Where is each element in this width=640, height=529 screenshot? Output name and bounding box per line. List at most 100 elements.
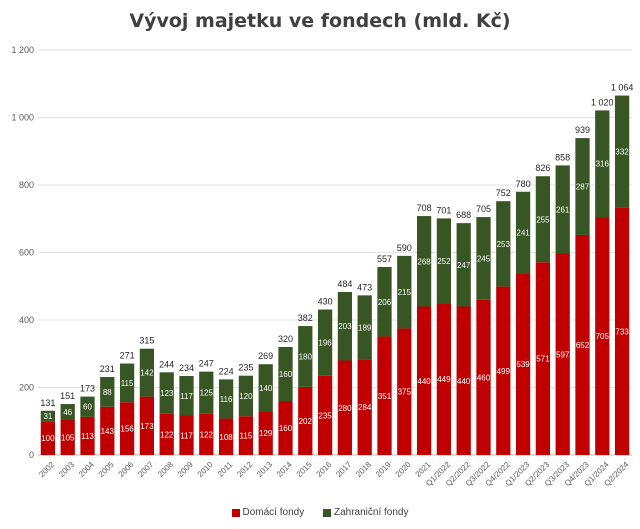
bar-domestic [614,207,630,455]
data-label-total: 557 [377,254,392,264]
data-label-domestic: 105 [61,433,75,442]
data-label-domestic: 571 [536,355,550,364]
x-tick-label: 2004 [77,460,96,479]
data-label-foreign: 255 [536,215,550,224]
data-label-total: 1 020 [591,97,614,107]
data-label-total: 939 [575,125,590,135]
data-label-total: 708 [417,203,432,213]
data-label-total: 430 [318,297,333,307]
data-label-total: 705 [476,204,491,214]
data-label-total: 590 [397,243,412,253]
data-label-foreign: 316 [596,160,610,169]
bar-domestic [555,253,570,455]
data-label-total: 244 [159,359,174,369]
data-label-foreign: 332 [615,148,629,157]
data-label-total: 484 [337,279,352,289]
data-label-total: 382 [298,313,313,323]
data-label-total: 247 [199,359,214,369]
bar-domestic [317,375,333,455]
data-label-domestic: 129 [259,429,273,438]
bar-foreign [60,404,75,420]
data-label-foreign: 215 [398,288,412,297]
bar-domestic [238,416,254,455]
data-label-total: 315 [139,336,154,346]
bar-foreign [397,255,412,329]
x-tick-label: 2015 [295,460,314,479]
x-tick-label: 2016 [315,460,334,479]
bar-domestic [258,411,273,455]
data-label-domestic: 351 [378,392,392,401]
bar-foreign [179,376,194,416]
legend-label-foreign: Zahraniční fondy [333,507,409,518]
data-label-total: 473 [357,282,372,292]
bar-foreign [278,347,293,401]
bar-foreign [218,379,234,419]
bar-foreign [535,176,551,263]
data-label-total: 320 [278,334,293,344]
x-tick-label: 2002 [37,460,56,479]
bar-foreign [515,191,531,274]
data-label-total: 173 [80,384,95,394]
x-tick-label: 2008 [156,460,175,479]
legend-item-domestic: Domácí fondy [231,507,304,518]
bar-foreign [119,363,135,403]
bar-foreign [436,218,452,304]
data-label-foreign: 31 [43,412,52,421]
x-tick-label: 2013 [255,460,274,479]
data-label-foreign: 60 [83,403,92,412]
x-tick-label: 2010 [196,460,215,479]
bar-foreign [159,372,174,414]
data-label-foreign: 117 [180,392,193,401]
data-label-foreign: 116 [220,395,233,404]
data-label-foreign: 206 [378,298,392,307]
data-label-foreign: 241 [516,228,530,237]
y-tick-label: 0 [29,450,34,460]
bar-foreign [416,216,432,307]
data-label-domestic: 705 [596,332,610,341]
data-label-foreign: 247 [457,261,471,270]
data-label-domestic: 143 [101,427,115,436]
data-label-domestic: 156 [120,425,134,434]
data-label-total: 752 [496,188,511,198]
legend-item-foreign: Zahraniční fondy [322,507,409,518]
bar-foreign [575,138,590,235]
bar-domestic [218,418,234,455]
data-label-domestic: 280 [338,404,352,413]
bar-domestic [199,413,214,455]
bar-domestic [436,303,452,455]
bar-domestic [179,415,194,455]
data-label-domestic: 733 [615,327,629,336]
bar-domestic [515,273,531,455]
data-label-foreign: 203 [338,322,352,331]
bar-domestic [357,359,372,455]
y-tick-label: 1 200 [11,45,34,55]
data-label-domestic: 440 [457,377,471,386]
bar-domestic [100,406,115,455]
x-tick-label: 2020 [394,460,413,479]
data-label-foreign: 140 [259,384,273,393]
data-label-total: 271 [120,351,135,361]
data-label-domestic: 440 [417,377,431,386]
bar-domestic [298,386,313,455]
data-label-total: 269 [258,351,273,361]
bar-domestic [80,416,95,455]
y-tick-label: 400 [19,315,34,325]
bar-foreign [139,348,155,397]
bar-foreign [555,165,570,254]
x-tick-label: 2006 [117,460,136,479]
data-label-total: 701 [436,205,451,215]
y-tick-label: 200 [19,383,34,393]
data-label-total: 224 [219,366,234,376]
data-label-domestic: 499 [497,367,511,376]
data-label-foreign: 268 [417,257,431,266]
bar-domestic [278,401,293,455]
data-label-domestic: 284 [358,403,372,412]
y-tick-label: 1 000 [11,113,34,123]
data-label-foreign: 261 [556,205,570,214]
data-label-domestic: 113 [81,432,94,441]
bar-foreign [337,291,353,361]
bar-domestic [40,421,56,455]
x-tick-label: 2014 [275,460,294,479]
bar-domestic [456,306,471,455]
data-label-domestic: 597 [556,350,570,359]
